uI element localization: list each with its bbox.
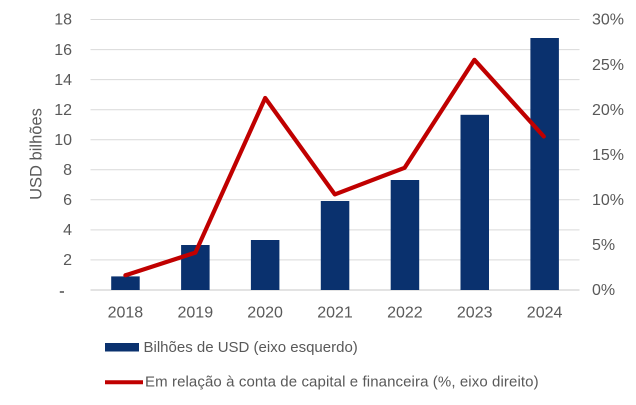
svg-text:5%: 5% (592, 237, 615, 254)
svg-text:18: 18 (54, 12, 72, 29)
svg-text:2024: 2024 (527, 305, 563, 322)
svg-text:Bilhões de USD (eixo esquerdo): Bilhões de USD (eixo esquerdo) (144, 339, 358, 356)
svg-text:2: 2 (63, 252, 72, 269)
svg-text:16: 16 (54, 42, 72, 59)
svg-text:2023: 2023 (457, 305, 493, 322)
svg-text:10: 10 (54, 132, 72, 149)
svg-text:USD bilhões: USD bilhões (28, 108, 46, 200)
svg-text:2018: 2018 (108, 305, 144, 322)
svg-text:6: 6 (63, 192, 72, 209)
svg-text:4: 4 (63, 222, 72, 239)
svg-text:15%: 15% (592, 147, 624, 164)
svg-text:2020: 2020 (247, 305, 283, 322)
svg-text:10%: 10% (592, 192, 624, 209)
svg-text:8: 8 (63, 162, 72, 179)
svg-text:25%: 25% (592, 57, 624, 74)
svg-text:Em relação à conta de capital: Em relação à conta de capital e financei… (145, 374, 539, 391)
svg-text:14: 14 (54, 72, 72, 89)
svg-text:30%: 30% (592, 12, 624, 29)
svg-text:2022: 2022 (387, 305, 423, 322)
svg-text:2021: 2021 (317, 305, 353, 322)
svg-text:2019: 2019 (178, 305, 214, 322)
svg-text:20%: 20% (592, 102, 624, 119)
svg-text:12: 12 (54, 102, 72, 119)
svg-text:0%: 0% (592, 282, 615, 299)
